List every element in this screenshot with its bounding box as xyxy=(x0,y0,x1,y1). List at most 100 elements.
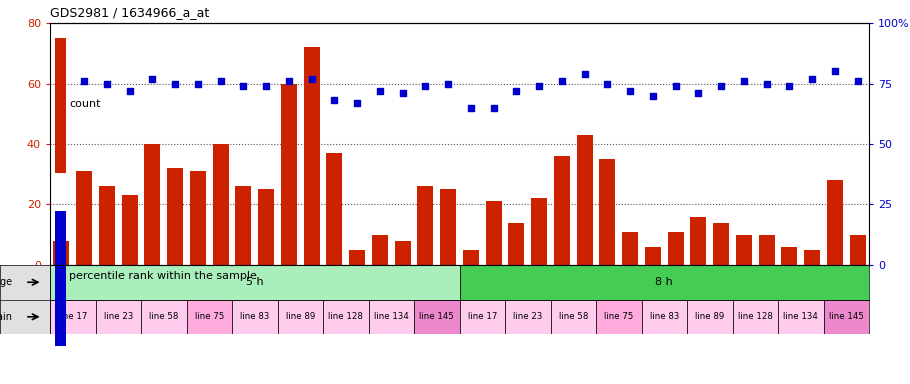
Text: 5 h: 5 h xyxy=(246,277,264,287)
Bar xyxy=(50,300,96,334)
Bar xyxy=(187,300,232,334)
Bar xyxy=(327,153,342,265)
Point xyxy=(601,81,615,87)
Point xyxy=(146,76,160,82)
Bar xyxy=(395,241,410,265)
Bar xyxy=(460,265,869,300)
Bar xyxy=(668,232,683,265)
Point xyxy=(373,88,388,94)
Point xyxy=(54,93,68,99)
Bar xyxy=(372,235,388,265)
Bar xyxy=(486,202,501,265)
Text: percentile rank within the sample: percentile rank within the sample xyxy=(69,271,257,281)
Point xyxy=(167,81,182,87)
Point xyxy=(646,93,661,99)
Text: age: age xyxy=(0,277,13,287)
Point xyxy=(578,71,592,77)
Bar xyxy=(440,189,456,265)
Bar xyxy=(713,223,729,265)
Bar xyxy=(804,250,820,265)
Bar xyxy=(531,199,547,265)
Bar xyxy=(691,217,706,265)
Text: line 83: line 83 xyxy=(650,312,679,321)
Text: line 128: line 128 xyxy=(738,312,773,321)
Text: line 23: line 23 xyxy=(104,312,133,321)
Point xyxy=(464,105,479,111)
Text: line 128: line 128 xyxy=(329,312,363,321)
Point xyxy=(350,100,365,106)
Bar xyxy=(551,300,596,334)
Bar xyxy=(505,300,551,334)
Text: line 89: line 89 xyxy=(286,312,315,321)
Bar xyxy=(76,171,92,265)
Bar xyxy=(323,300,369,334)
Bar xyxy=(600,159,615,265)
Point xyxy=(623,88,638,94)
Bar xyxy=(577,135,592,265)
Bar xyxy=(369,300,414,334)
Text: line 58: line 58 xyxy=(149,312,178,321)
Bar xyxy=(190,171,206,265)
Bar xyxy=(759,235,774,265)
Text: line 17: line 17 xyxy=(468,312,497,321)
Point xyxy=(100,81,115,87)
Point xyxy=(668,83,682,89)
Bar xyxy=(642,300,687,334)
Text: line 75: line 75 xyxy=(604,312,633,321)
Point xyxy=(692,90,706,96)
Bar xyxy=(460,300,505,334)
Bar xyxy=(236,186,251,265)
Text: line 134: line 134 xyxy=(784,312,818,321)
Bar xyxy=(687,300,733,334)
Point xyxy=(237,83,251,89)
Text: count: count xyxy=(69,99,101,109)
Bar xyxy=(736,235,752,265)
Bar xyxy=(50,265,460,300)
Bar xyxy=(278,300,323,334)
Text: GDS2981 / 1634966_a_at: GDS2981 / 1634966_a_at xyxy=(50,6,209,19)
Text: line 83: line 83 xyxy=(240,312,269,321)
Point xyxy=(828,68,843,74)
Point xyxy=(441,81,456,87)
Bar xyxy=(54,241,69,265)
Point xyxy=(487,105,501,111)
Bar xyxy=(596,300,642,334)
Text: line 89: line 89 xyxy=(695,312,724,321)
Point xyxy=(282,78,297,84)
Bar xyxy=(778,300,824,334)
Point xyxy=(531,83,546,89)
Text: line 17: line 17 xyxy=(58,312,87,321)
Text: line 75: line 75 xyxy=(195,312,224,321)
Point xyxy=(419,83,433,89)
Text: 8 h: 8 h xyxy=(655,277,673,287)
Point xyxy=(737,78,752,84)
Text: line 58: line 58 xyxy=(559,312,588,321)
Bar xyxy=(622,232,638,265)
Text: line 23: line 23 xyxy=(513,312,542,321)
Point xyxy=(328,98,342,104)
Point xyxy=(76,78,91,84)
Bar xyxy=(463,250,479,265)
Bar xyxy=(850,235,865,265)
Bar xyxy=(232,300,278,334)
Bar xyxy=(782,247,797,265)
Text: line 145: line 145 xyxy=(829,312,864,321)
Bar xyxy=(55,38,66,173)
Bar xyxy=(733,300,778,334)
Point xyxy=(851,78,865,84)
Bar xyxy=(824,300,869,334)
Point xyxy=(805,76,820,82)
Point xyxy=(555,78,570,84)
Point xyxy=(714,83,729,89)
Bar xyxy=(167,168,183,265)
Point xyxy=(510,88,524,94)
Text: strain: strain xyxy=(0,312,13,322)
Bar xyxy=(122,195,137,265)
Bar xyxy=(645,247,661,265)
Point xyxy=(213,78,228,84)
Point xyxy=(191,81,206,87)
Bar xyxy=(304,47,319,265)
Bar xyxy=(55,211,66,346)
Bar xyxy=(418,186,433,265)
Point xyxy=(259,83,274,89)
